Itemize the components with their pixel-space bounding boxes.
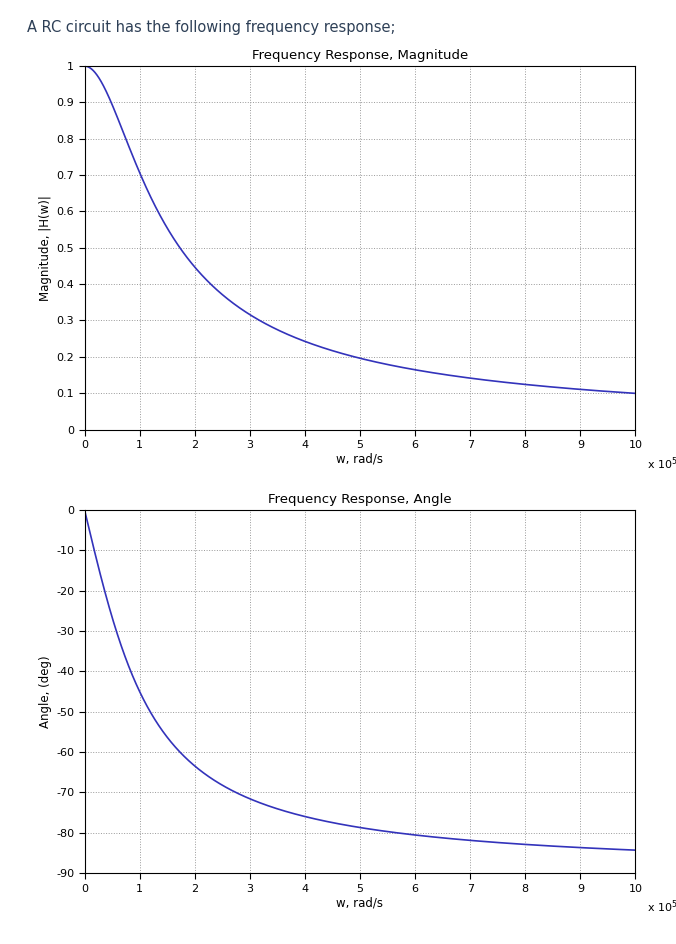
Y-axis label: Magnitude, |H(w)|: Magnitude, |H(w)|	[39, 194, 52, 301]
Text: x 10$^5$: x 10$^5$	[646, 455, 676, 472]
Title: Frequency Response, Magnitude: Frequency Response, Magnitude	[252, 49, 468, 62]
Y-axis label: Angle, (deg): Angle, (deg)	[39, 655, 52, 728]
Title: Frequency Response, Angle: Frequency Response, Angle	[268, 493, 452, 506]
Text: A RC circuit has the following frequency response;: A RC circuit has the following frequency…	[27, 20, 395, 35]
X-axis label: w, rad/s: w, rad/s	[337, 453, 383, 465]
X-axis label: w, rad/s: w, rad/s	[337, 897, 383, 909]
Text: x 10$^5$: x 10$^5$	[646, 899, 676, 916]
